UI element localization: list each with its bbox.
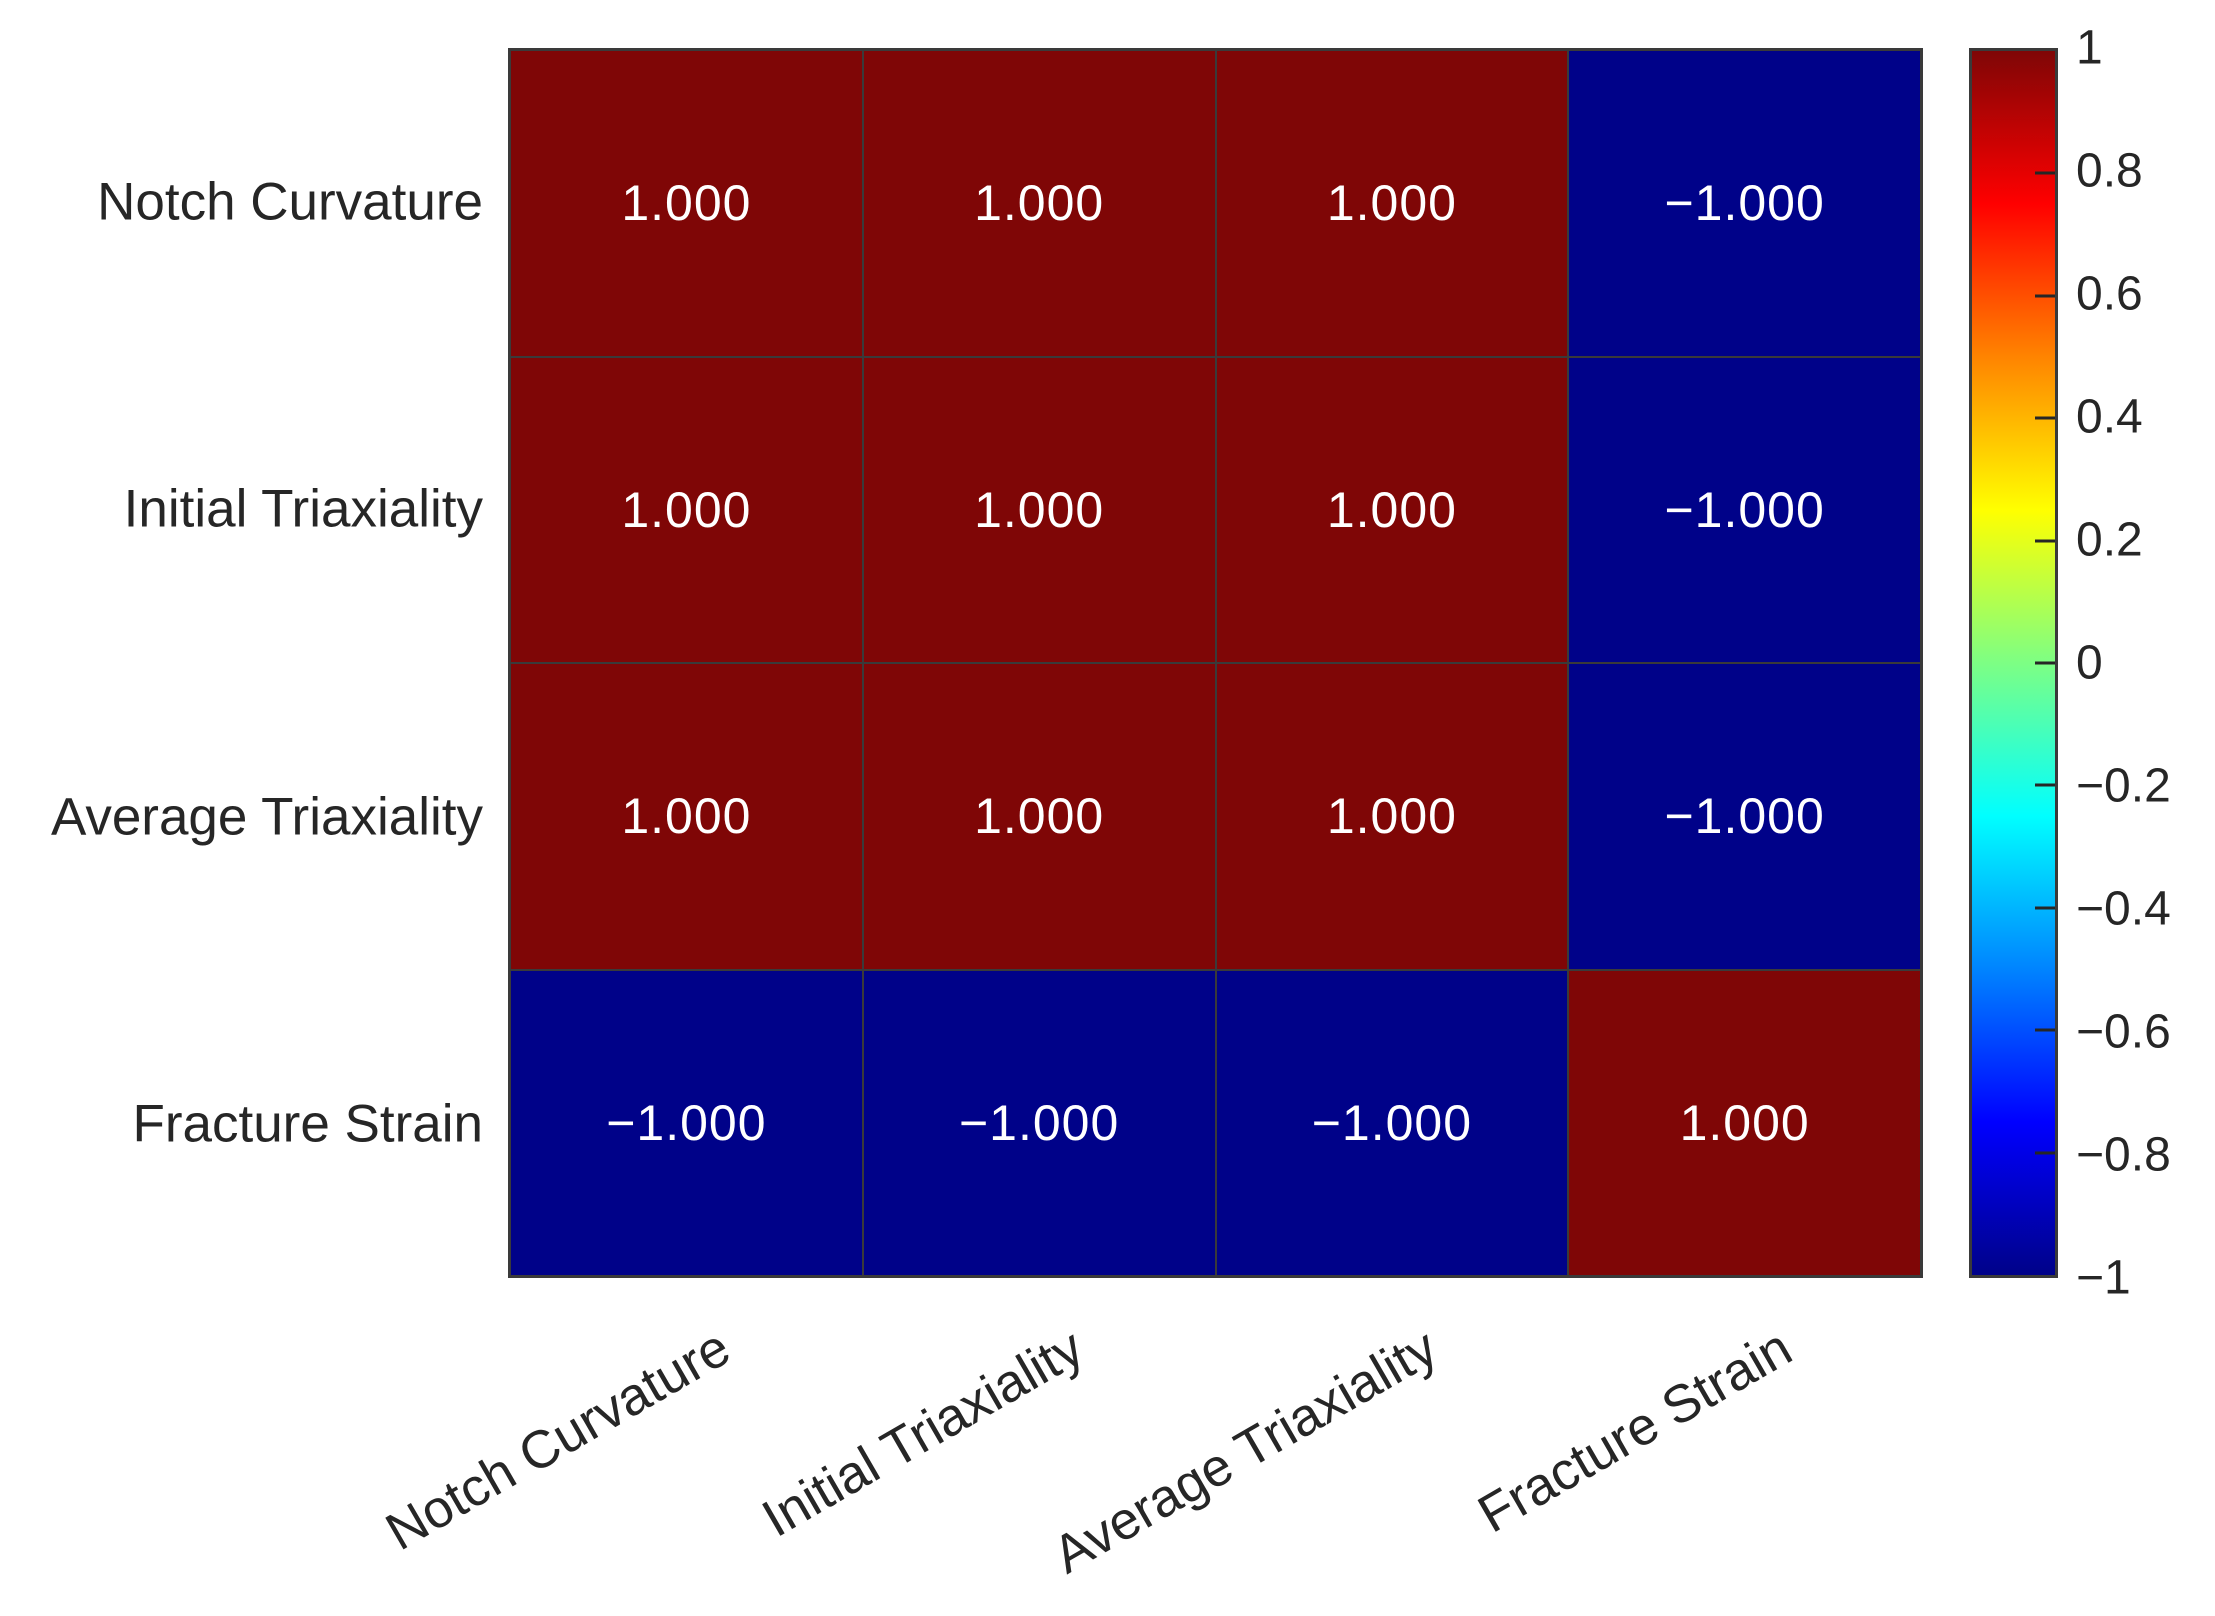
colorbar-tick	[2035, 539, 2055, 543]
cell-value: 1.000	[974, 481, 1105, 538]
colorbar-tick-label: −1	[2076, 1251, 2131, 1305]
heatmap-cell: −1.000	[1569, 51, 1920, 356]
row-label: Fracture Strain	[132, 1094, 483, 1154]
colorbar-tick	[2035, 1151, 2055, 1155]
cell-value: −1.000	[1664, 788, 1825, 845]
heatmap-cell: 1.000	[511, 357, 862, 662]
column-label: Notch Curvature	[376, 1317, 740, 1562]
heatmap-cell: −1.000	[1569, 664, 1920, 969]
cell-value: −1.000	[1664, 481, 1825, 538]
colorbar-tick-label: 0.8	[2076, 144, 2143, 198]
cell-value: 1.000	[1326, 481, 1457, 538]
colorbar-tick	[2035, 906, 2055, 910]
heatmap-cell: −1.000	[511, 970, 862, 1275]
heatmap-cell: −1.000	[1569, 357, 1920, 662]
colorbar-tick-label: 0	[2076, 636, 2103, 690]
heatmap-cell: 1.000	[1216, 357, 1568, 662]
heatmap-cell: 1.000	[1216, 664, 1568, 969]
column-label: Initial Triaxiality	[752, 1317, 1094, 1549]
colorbar-tick	[2035, 783, 2055, 787]
heatmap-cell: 1.000	[511, 51, 862, 356]
heatmap-cell: 1.000	[863, 51, 1215, 356]
colorbar-tick-label: 0.6	[2076, 267, 2143, 321]
cell-value: −1.000	[1664, 175, 1825, 232]
column-label: Average Triaxiality	[1043, 1317, 1448, 1585]
colorbar-tick-label: −0.8	[2076, 1128, 2171, 1182]
colorbar-tick	[2035, 171, 2055, 175]
colorbar-tick	[2035, 1028, 2055, 1032]
cell-value: −1.000	[958, 1094, 1120, 1151]
colorbar-tick	[2035, 661, 2055, 665]
colorbar-tick-label: −0.4	[2076, 882, 2171, 936]
cell-value: 1.000	[1326, 175, 1457, 232]
cell-value: 1.000	[621, 175, 752, 232]
cell-value: 1.000	[1326, 788, 1457, 845]
heatmap-cell: 1.000	[511, 664, 862, 969]
cell-value: 1.000	[621, 481, 752, 538]
colorbar-tick-label: 0.4	[2076, 390, 2143, 444]
cell-value: 1.000	[1679, 1094, 1810, 1151]
cell-value: 1.000	[621, 788, 752, 845]
colorbar-tick	[2035, 416, 2055, 420]
colorbar-tick	[2035, 294, 2055, 298]
colorbar-tick-label: −0.6	[2076, 1005, 2171, 1059]
heatmap-cell: 1.000	[1216, 51, 1568, 356]
heatmap-grid: 1.000 1.000 1.000 −1.000 1.000 1.000 1.000 −1.0…	[508, 48, 1923, 1278]
heatmap-cell: 1.000	[1569, 970, 1920, 1275]
colorbar-tick-label: 0.2	[2076, 513, 2143, 567]
colorbar-tick-label: 1	[2076, 21, 2103, 75]
column-label: Fracture Strain	[1468, 1317, 1802, 1545]
cell-value: −1.000	[1311, 1094, 1473, 1151]
row-label: Notch Curvature	[97, 172, 483, 232]
cell-value: −1.000	[606, 1094, 767, 1151]
heatmap-cell: −1.000	[1216, 970, 1568, 1275]
colorbar	[1969, 48, 2058, 1278]
heatmap-cell: −1.000	[863, 970, 1215, 1275]
cell-value: 1.000	[974, 175, 1105, 232]
heatmap-cell: 1.000	[863, 357, 1215, 662]
row-label: Initial Triaxiality	[123, 479, 483, 539]
heatmap-cell: 1.000	[863, 664, 1215, 969]
cell-value: 1.000	[974, 788, 1105, 845]
row-label: Average Triaxiality	[50, 787, 483, 847]
colorbar-tick-label: −0.2	[2076, 759, 2171, 813]
